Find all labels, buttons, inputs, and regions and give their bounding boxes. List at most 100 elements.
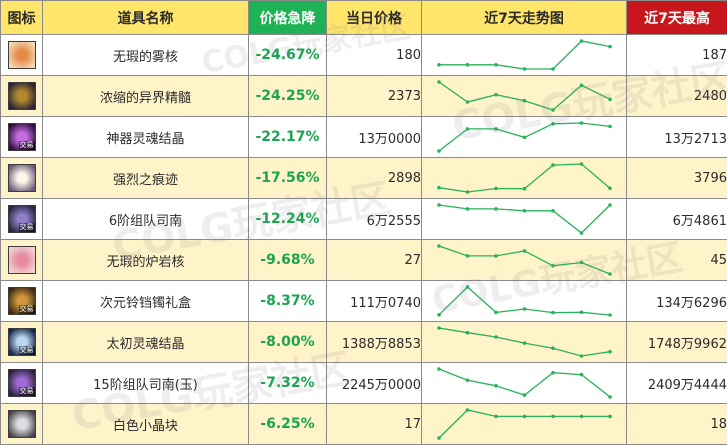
trend-chart-cell (422, 76, 627, 117)
price-board: 图标 道具名称 价格急降 当日价格 近7天走势图 近7天最高 无瑕的雾核-24.… (0, 0, 727, 434)
price-drop: -22.17% (249, 117, 327, 158)
trend-point (494, 311, 498, 315)
price-drop: -17.56% (249, 158, 327, 199)
trend-sparkline (422, 158, 627, 198)
seven-day-max: 134万6296 (627, 281, 727, 322)
header-price[interactable]: 当日价格 (327, 1, 422, 35)
seven-day-max: 6万4861 (627, 199, 727, 240)
purple-soul-icon: 交易 (8, 123, 36, 151)
price-drop: -12.24% (249, 199, 327, 240)
table-header-row: 图标 道具名称 价格急降 当日价格 近7天走势图 近7天最高 (1, 1, 727, 35)
trend-sparkline (422, 363, 627, 403)
item-name: 6阶组队司南 (43, 199, 249, 240)
item-name: 浓缩的异界精髓 (43, 76, 249, 117)
price-drop: -24.67% (249, 35, 327, 76)
current-price: 180 (327, 35, 422, 76)
trend-chart-cell (422, 281, 627, 322)
trend-point (437, 436, 441, 440)
trend-line (439, 41, 610, 69)
trend-sparkline (422, 240, 627, 280)
trend-point (580, 39, 584, 43)
seven-day-max: 18 (627, 404, 727, 445)
trend-point (580, 121, 584, 125)
trend-point (523, 187, 527, 191)
header-name[interactable]: 道具名称 (43, 1, 249, 35)
trend-point (580, 231, 584, 235)
trend-point (580, 84, 584, 88)
current-price: 2373 (327, 76, 422, 117)
trend-point (494, 63, 498, 67)
trend-point (551, 108, 555, 112)
trend-chart-cell (422, 117, 627, 158)
trend-point (580, 415, 584, 419)
trend-sparkline (422, 35, 627, 75)
trade-badge: 交易 (19, 141, 35, 150)
table-row[interactable]: 交易神器灵魂结晶-22.17%13万0000 13万2713 (1, 117, 727, 158)
seven-day-max: 3796 (627, 158, 727, 199)
flame-orb-icon (8, 41, 36, 69)
white-burst-icon (8, 164, 36, 192)
item-name: 强烈之痕迹 (43, 158, 249, 199)
trend-point (523, 415, 527, 419)
trend-chart-cell (422, 404, 627, 445)
trend-point (523, 209, 527, 213)
item-name: 无瑕的炉岩核 (43, 240, 249, 281)
trend-point (523, 67, 527, 71)
trend-point (437, 149, 441, 153)
trend-point (551, 163, 555, 167)
trade-badge: 交易 (19, 305, 35, 314)
current-price: 17 (327, 404, 422, 445)
trend-point (608, 415, 612, 419)
trend-point (466, 285, 470, 289)
trend-point (523, 341, 527, 345)
current-price: 1388万8853 (327, 322, 422, 363)
trend-point (523, 249, 527, 253)
trade-badge: 交易 (19, 223, 35, 232)
trend-line (439, 82, 610, 110)
pink-core-icon (8, 246, 36, 274)
trend-point (580, 311, 584, 315)
trend-point (551, 67, 555, 71)
trend-chart-cell (422, 35, 627, 76)
header-trend[interactable]: 近7天走势图 (422, 1, 627, 35)
price-drop: -7.32% (249, 363, 327, 404)
item-name: 15阶组队司南(玉) (43, 363, 249, 404)
trend-point (551, 415, 555, 419)
trend-chart-cell (422, 199, 627, 240)
trend-point (608, 395, 612, 399)
item-name: 太初灵魂结晶 (43, 322, 249, 363)
header-icon[interactable]: 图标 (1, 1, 43, 35)
item-icon-cell: 交易 (1, 199, 43, 240)
trend-point (608, 203, 612, 207)
current-price: 13万0000 (327, 117, 422, 158)
item-name: 神器灵魂结晶 (43, 117, 249, 158)
trend-point (608, 45, 612, 49)
seven-day-max: 13万2713 (627, 117, 727, 158)
trend-point (580, 354, 584, 358)
trend-point (494, 93, 498, 97)
trend-point (551, 371, 555, 375)
trend-sparkline (422, 322, 627, 362)
header-drop[interactable]: 价格急降 (249, 1, 327, 35)
item-name: 无瑕的雾核 (43, 35, 249, 76)
seven-day-max: 1748万9962 (627, 322, 727, 363)
seven-day-max: 2409万4444 (627, 363, 727, 404)
price-drop: -9.68% (249, 240, 327, 281)
trend-sparkline (422, 281, 627, 321)
trend-point (437, 244, 441, 248)
dungeon-compass-icon: 交易 (8, 205, 36, 233)
current-price: 2898 (327, 158, 422, 199)
header-max[interactable]: 近7天最高 (627, 1, 727, 35)
trend-point (523, 307, 527, 311)
table-row[interactable]: 强烈之痕迹-17.56%2898 3796 (1, 158, 727, 199)
